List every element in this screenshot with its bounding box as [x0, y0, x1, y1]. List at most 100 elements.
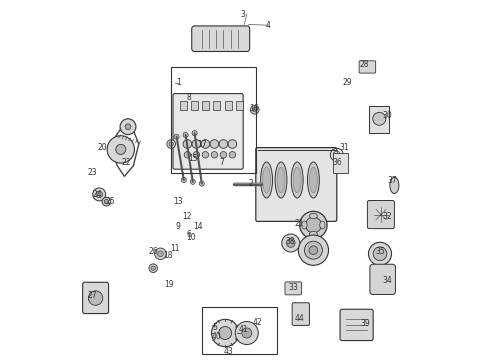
Text: 44: 44: [294, 314, 304, 323]
FancyBboxPatch shape: [173, 94, 243, 169]
Circle shape: [304, 241, 322, 259]
Text: 1: 1: [176, 78, 181, 87]
Text: 40: 40: [211, 332, 221, 341]
Bar: [191, 101, 198, 110]
Text: 33: 33: [289, 284, 298, 292]
Circle shape: [229, 152, 236, 158]
Circle shape: [93, 188, 106, 201]
Text: 29: 29: [343, 78, 352, 87]
Circle shape: [235, 321, 258, 345]
Text: 42: 42: [253, 318, 263, 327]
Text: 17: 17: [197, 140, 207, 149]
FancyBboxPatch shape: [370, 264, 395, 294]
Text: 31: 31: [339, 143, 349, 152]
Text: 30: 30: [382, 111, 392, 120]
Text: 39: 39: [361, 320, 370, 328]
Circle shape: [201, 140, 210, 148]
Text: 37: 37: [388, 176, 397, 185]
Text: 35: 35: [375, 248, 385, 256]
Ellipse shape: [302, 221, 307, 229]
Circle shape: [219, 140, 228, 148]
Text: 11: 11: [170, 244, 179, 253]
Text: 20: 20: [98, 143, 108, 152]
Ellipse shape: [319, 221, 325, 229]
Text: 9: 9: [176, 222, 181, 231]
Text: 2: 2: [248, 179, 253, 188]
Circle shape: [88, 291, 103, 305]
Ellipse shape: [277, 167, 285, 193]
Bar: [369, 106, 389, 133]
Circle shape: [252, 108, 257, 112]
Bar: [180, 101, 187, 110]
Text: 15: 15: [188, 154, 197, 163]
Circle shape: [107, 136, 134, 163]
Ellipse shape: [307, 162, 319, 198]
Text: 12: 12: [183, 212, 192, 220]
Text: 43: 43: [224, 346, 234, 356]
Circle shape: [373, 112, 386, 125]
Circle shape: [212, 319, 239, 347]
FancyBboxPatch shape: [256, 148, 337, 221]
Bar: [225, 101, 232, 110]
Bar: [333, 153, 347, 173]
Circle shape: [202, 152, 209, 158]
Bar: [236, 101, 243, 110]
Text: 14: 14: [194, 222, 203, 231]
Text: 5: 5: [212, 323, 217, 332]
Text: 7: 7: [219, 158, 224, 166]
Circle shape: [102, 197, 111, 206]
Text: 25: 25: [105, 197, 115, 206]
FancyBboxPatch shape: [359, 61, 376, 73]
Circle shape: [167, 140, 175, 148]
FancyBboxPatch shape: [340, 309, 373, 341]
Circle shape: [300, 211, 327, 239]
Circle shape: [250, 105, 259, 114]
FancyBboxPatch shape: [285, 282, 301, 295]
Ellipse shape: [275, 162, 287, 198]
FancyBboxPatch shape: [292, 303, 310, 325]
Text: 19: 19: [165, 280, 174, 289]
Text: 22: 22: [122, 158, 131, 166]
Bar: [202, 307, 277, 354]
Text: 24: 24: [93, 190, 102, 199]
Circle shape: [193, 152, 199, 158]
FancyBboxPatch shape: [368, 201, 394, 229]
Circle shape: [104, 199, 109, 204]
Circle shape: [286, 239, 295, 247]
Circle shape: [169, 142, 173, 146]
Circle shape: [96, 191, 102, 198]
Text: 23: 23: [87, 168, 97, 177]
Circle shape: [149, 264, 157, 273]
Ellipse shape: [390, 177, 399, 194]
Text: 6: 6: [187, 230, 192, 239]
Text: 4: 4: [266, 21, 271, 30]
Circle shape: [228, 140, 237, 148]
Circle shape: [211, 152, 218, 158]
Text: 41: 41: [239, 325, 248, 334]
Bar: [171, 67, 256, 173]
Text: 26: 26: [148, 248, 158, 256]
Text: 36: 36: [332, 158, 342, 166]
Circle shape: [219, 327, 232, 339]
Text: 10: 10: [186, 233, 196, 242]
Text: 16: 16: [249, 104, 259, 113]
Text: 8: 8: [187, 93, 192, 102]
Circle shape: [333, 151, 341, 158]
Ellipse shape: [291, 162, 303, 198]
Circle shape: [181, 177, 186, 183]
FancyBboxPatch shape: [192, 26, 250, 51]
Text: 13: 13: [173, 197, 183, 206]
Ellipse shape: [261, 162, 272, 198]
Circle shape: [190, 179, 196, 184]
Ellipse shape: [263, 167, 270, 193]
Circle shape: [183, 140, 192, 148]
Circle shape: [199, 181, 204, 186]
Text: 3: 3: [241, 10, 245, 19]
Bar: [213, 101, 220, 110]
Text: 38: 38: [285, 237, 295, 246]
Ellipse shape: [310, 213, 318, 219]
Bar: [202, 101, 209, 110]
Ellipse shape: [293, 167, 301, 193]
Circle shape: [368, 242, 392, 265]
Circle shape: [242, 328, 252, 338]
